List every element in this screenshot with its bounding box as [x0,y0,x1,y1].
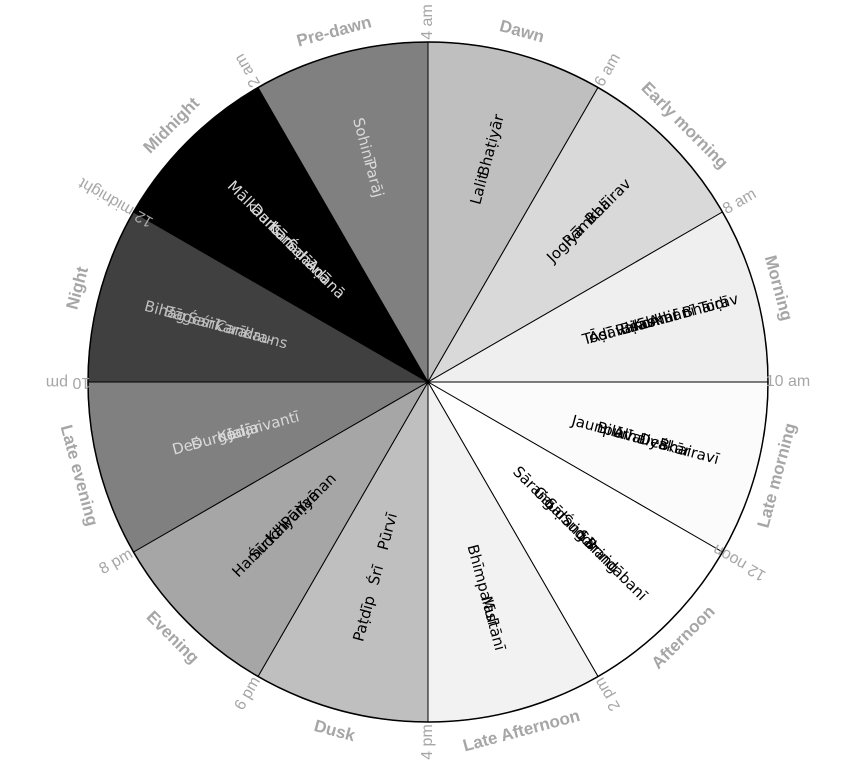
time-label-2-am: 2 am [232,51,265,90]
time-label-4-am: 4 am [419,4,436,40]
time-label-8-pm: 8 pm [96,546,135,579]
time-label-10-pm: 10 pm [46,374,90,391]
time-label-10-am: 10 am [766,373,810,390]
time-label-8-am: 8 am [720,186,759,219]
segments-layer [87,41,769,723]
period-label-night: Night [63,264,93,311]
time-label-12-noon: 12 noon [710,540,769,584]
raga-label: Śrī [364,562,388,587]
period-label-pre-dawn: Pre-dawn [295,12,374,50]
period-label-morning: Morning [761,253,797,323]
period-label-dawn: Dawn [498,16,547,46]
period-label-dusk: Dusk [312,716,358,745]
outer-ring [87,41,769,723]
time-label-4-pm: 4 pm [419,724,436,760]
time-label-6-pm: 6 pm [232,674,265,713]
time-label-2-pm: 2 pm [592,674,625,713]
time-label-6-am: 6 am [592,50,625,89]
